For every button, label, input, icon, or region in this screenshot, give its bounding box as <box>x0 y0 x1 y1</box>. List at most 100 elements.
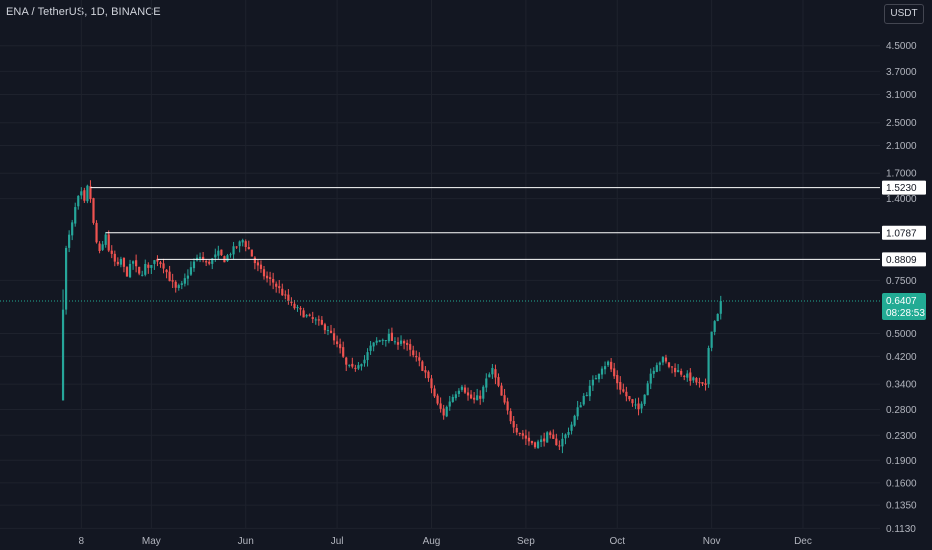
candle-body <box>354 367 357 369</box>
candle-body <box>530 441 534 444</box>
candle-body <box>68 234 71 248</box>
candle-body <box>232 246 235 255</box>
price-tick-label: 4.5000 <box>886 41 917 52</box>
time-tick-label: Oct <box>609 536 625 547</box>
candle-body <box>707 347 710 385</box>
candle-body <box>476 395 479 401</box>
candle-body <box>533 442 537 448</box>
candle-body <box>348 364 351 366</box>
candle-body <box>527 437 531 442</box>
candle-body <box>372 342 375 347</box>
candle-body <box>667 362 671 367</box>
candle-body <box>576 407 579 417</box>
candle-body <box>259 264 263 269</box>
price-axis[interactable]: 4.5000 3.7000 3.1000 2.5000 2.1000 1.7000 1.40… <box>886 41 917 535</box>
candle-body <box>579 405 582 408</box>
time-tick-label: Nov <box>703 536 721 547</box>
candle-body <box>299 308 302 310</box>
candle-body <box>302 310 305 318</box>
candle-body <box>150 265 153 268</box>
candle-body <box>680 370 683 375</box>
candle-body <box>177 285 180 289</box>
candle-body <box>433 388 436 397</box>
candle-body <box>220 249 223 256</box>
price-tick-label: 0.5000 <box>886 329 917 340</box>
candle-body <box>616 375 619 384</box>
candle-body <box>174 281 177 288</box>
candle-body <box>482 386 485 399</box>
candle-body <box>384 340 387 342</box>
candle-body <box>165 269 168 273</box>
candle-body <box>485 378 488 388</box>
candle-body <box>412 350 415 356</box>
candle-body <box>704 383 707 385</box>
candle-body <box>640 403 643 409</box>
candle-body <box>375 340 378 343</box>
candle-body <box>138 266 141 274</box>
candle-body <box>546 432 549 443</box>
candle-body <box>628 396 631 400</box>
candle-body <box>622 389 625 392</box>
candle-body <box>278 286 281 289</box>
candle-body <box>448 401 451 407</box>
price-tick-label: 0.1130 <box>886 524 916 535</box>
countdown-label: 08:28:53 <box>886 308 925 319</box>
candle-body <box>713 321 716 332</box>
price-tick-label: 2.1000 <box>886 141 917 152</box>
price-tick-label: 2.5000 <box>886 118 917 129</box>
candle-body <box>189 267 193 275</box>
candle-body <box>607 361 610 366</box>
price-tick-label: 0.1600 <box>886 478 917 489</box>
candle-body <box>357 365 360 369</box>
candle-body <box>719 301 722 314</box>
candle-body <box>558 445 561 447</box>
candle-body <box>418 357 421 361</box>
candle-body <box>241 240 244 243</box>
candle-body <box>463 387 467 393</box>
candle-body <box>183 278 186 284</box>
candle-body <box>698 382 701 384</box>
price-tick-label: 0.1900 <box>886 456 917 467</box>
candle-body <box>86 185 89 202</box>
candle-body <box>466 392 470 396</box>
grid <box>0 0 880 529</box>
candle-body <box>113 253 116 262</box>
candle-body <box>122 257 126 267</box>
currency-button[interactable]: USDT <box>884 4 924 24</box>
time-tick-label: Aug <box>423 536 441 547</box>
candle-body <box>555 438 558 446</box>
last-price-label: 0.6407 <box>886 296 917 307</box>
candle-body <box>549 432 552 436</box>
candle-body <box>409 344 412 350</box>
candle-body <box>402 341 406 344</box>
candle-body <box>506 401 509 411</box>
candle-body <box>198 256 202 259</box>
candle-body <box>710 331 713 348</box>
candle-body <box>253 257 256 264</box>
candle-body <box>80 191 83 196</box>
candle-body <box>363 359 366 364</box>
candle-body <box>332 333 336 341</box>
candle-body <box>192 261 196 269</box>
price-tick-label: 3.1000 <box>886 90 917 101</box>
candle-body <box>110 250 113 254</box>
candle-body <box>567 432 570 435</box>
candle-body <box>610 361 613 370</box>
candle-body <box>180 283 183 285</box>
candle-body <box>524 435 527 439</box>
candle-body <box>457 390 460 394</box>
candle-body <box>326 330 330 332</box>
candle-body <box>442 408 445 416</box>
candle-body <box>262 269 266 277</box>
candle-body <box>92 198 95 223</box>
candle-body <box>217 250 220 256</box>
candle-body <box>603 366 607 370</box>
time-axis[interactable]: 8 May Jun Jul Aug Sep Oct Nov Dec <box>79 536 812 547</box>
candle-body <box>613 368 616 377</box>
candle-body <box>171 280 174 282</box>
candle-body <box>256 262 260 266</box>
candle-body <box>573 415 576 426</box>
candle-body <box>430 378 433 389</box>
candle-body <box>518 432 521 434</box>
